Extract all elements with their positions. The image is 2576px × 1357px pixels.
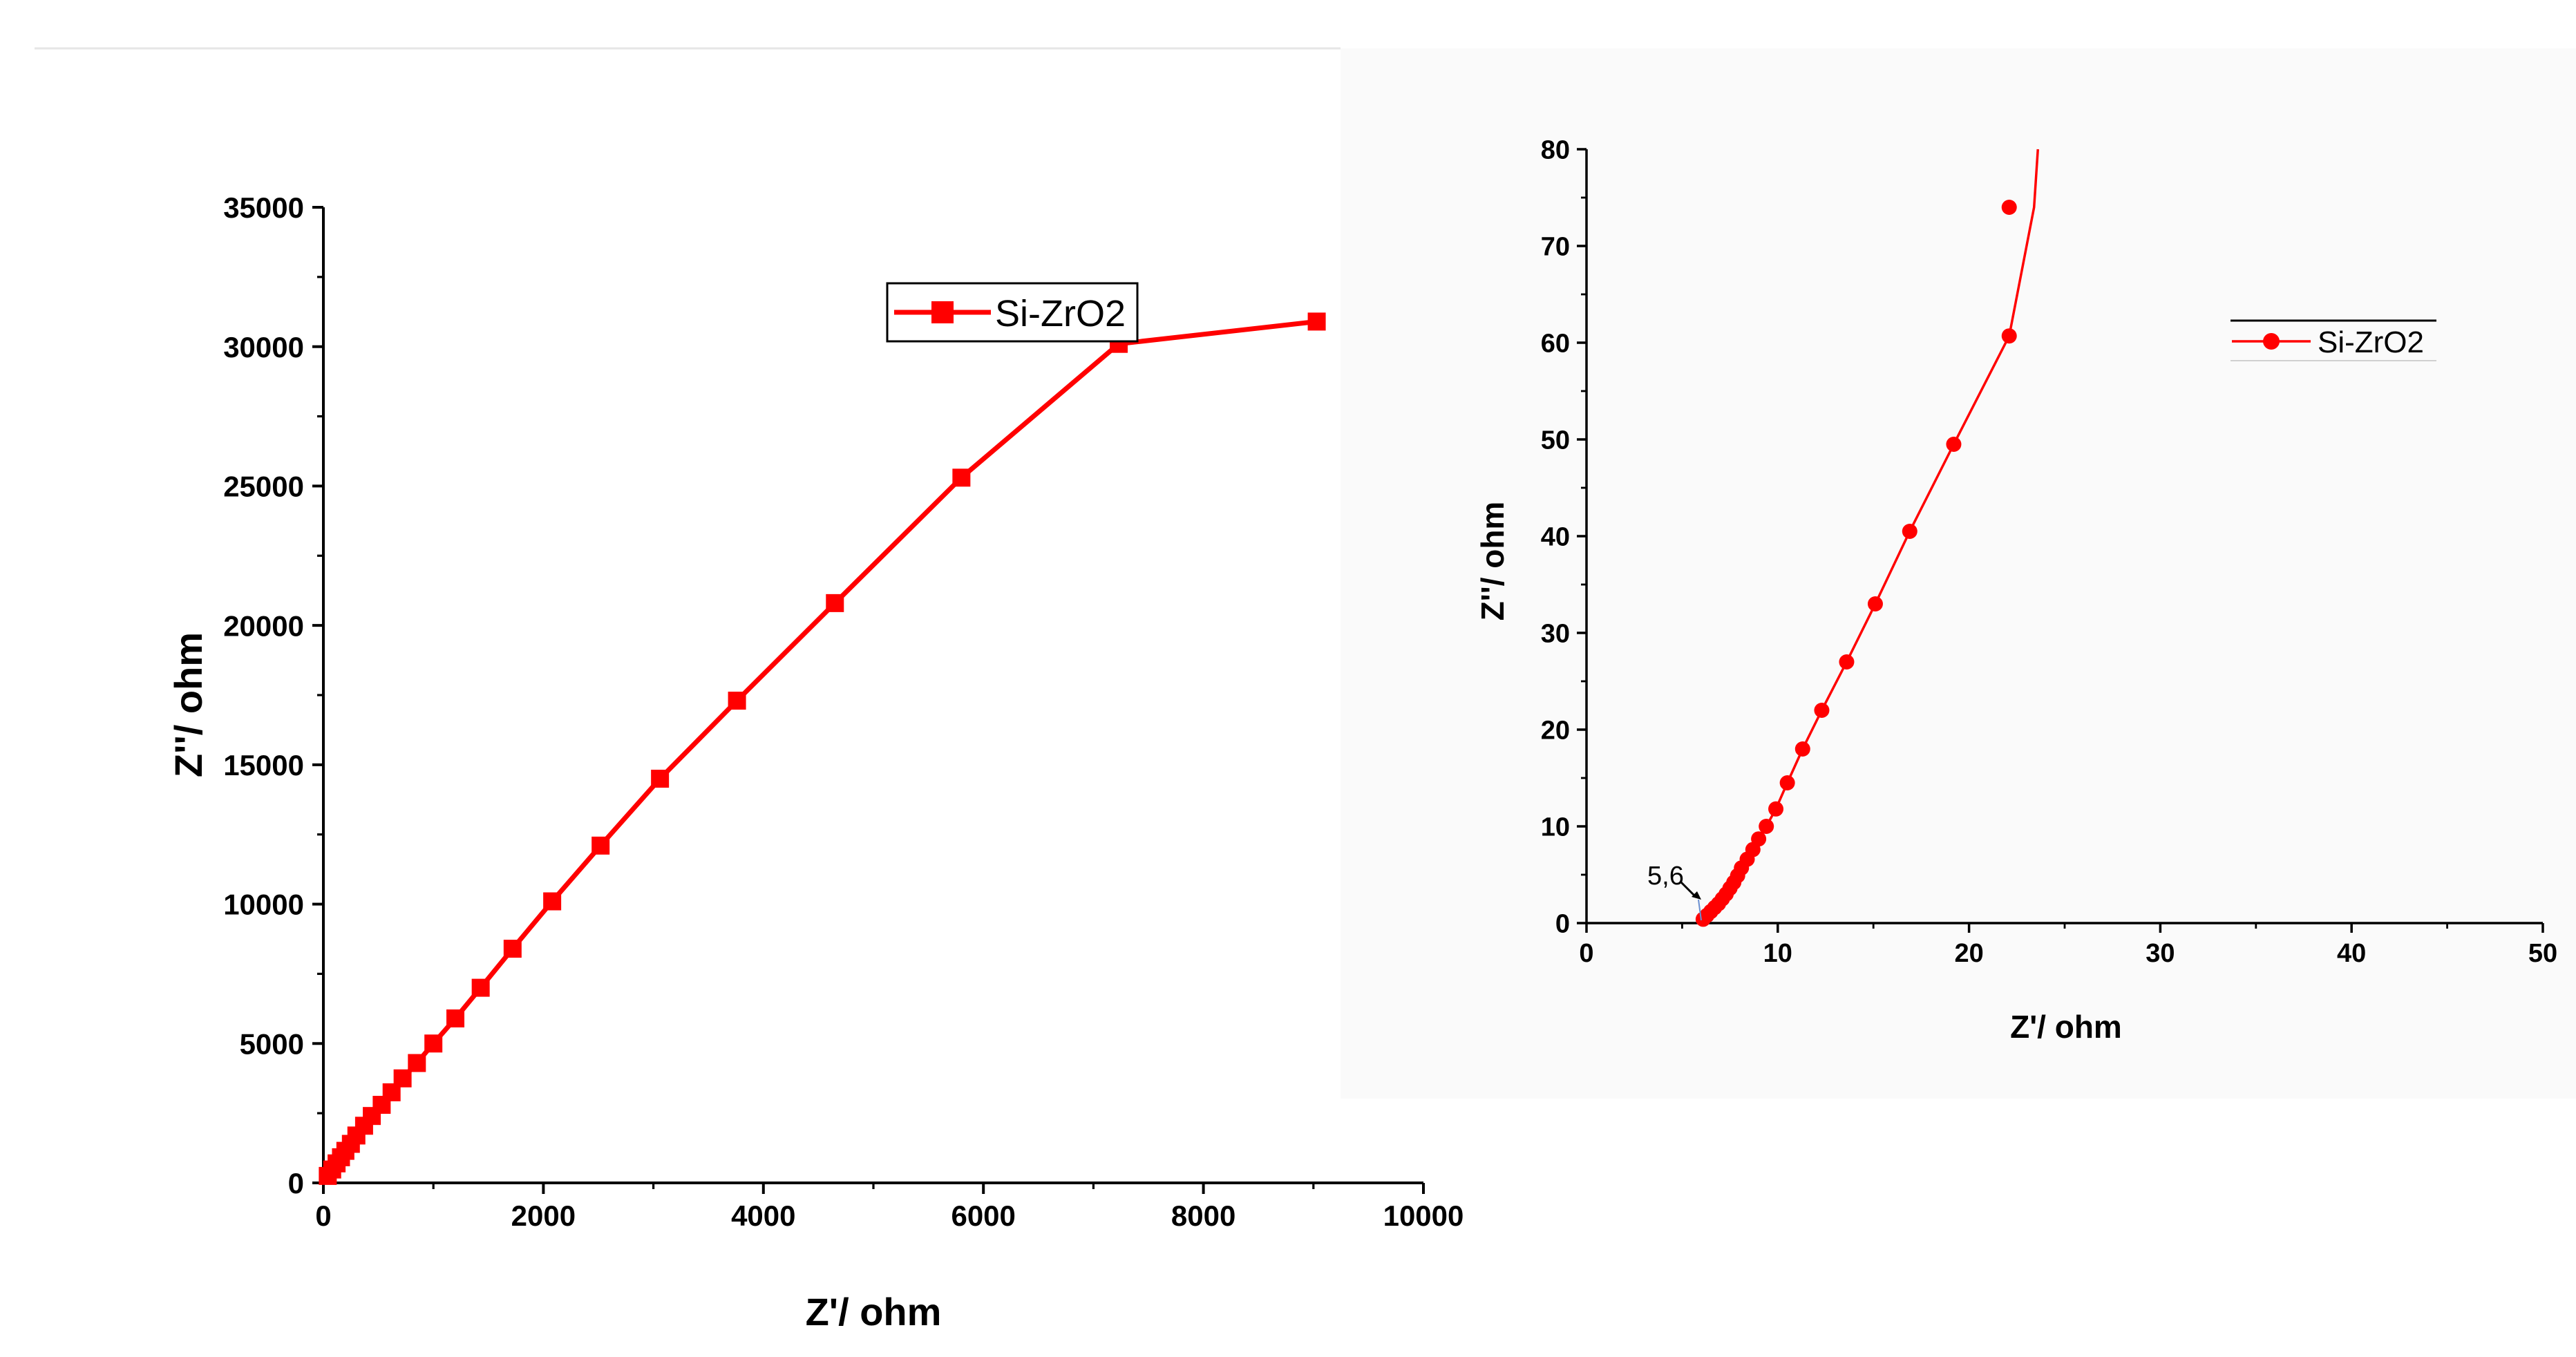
data-point bbox=[591, 836, 610, 855]
x-tick-label: 40 bbox=[2337, 939, 2366, 968]
chart-right-annotation: 5,6 bbox=[1647, 862, 1702, 921]
y-tick-label: 5000 bbox=[240, 1027, 304, 1060]
data-point bbox=[424, 1034, 443, 1053]
x-tick-label: 20 bbox=[1954, 939, 1983, 968]
data-point bbox=[446, 1009, 465, 1027]
x-tick-label: 10000 bbox=[1383, 1199, 1464, 1232]
y-tick-label: 50 bbox=[1541, 426, 1570, 455]
x-tick-label: 8000 bbox=[1171, 1199, 1235, 1232]
data-point bbox=[1307, 312, 1326, 331]
data-point bbox=[952, 468, 971, 487]
data-point bbox=[1814, 703, 1830, 718]
data-point bbox=[651, 770, 670, 788]
y-tick-label: 25000 bbox=[223, 471, 304, 503]
y-tick-label: 10 bbox=[1541, 813, 1570, 842]
data-point bbox=[393, 1069, 412, 1088]
data-point bbox=[826, 594, 844, 612]
chart-right-legend: Si-ZrO2 bbox=[2231, 319, 2436, 361]
data-point bbox=[1946, 437, 1962, 452]
x-tick-label: 2000 bbox=[511, 1199, 576, 1232]
chart-left-series-line bbox=[325, 319, 1317, 1177]
x-tick-label: 6000 bbox=[951, 1199, 1015, 1232]
y-tick-label: 30000 bbox=[223, 331, 304, 363]
x-tick-label: 30 bbox=[2146, 939, 2175, 968]
x-tick-label: 4000 bbox=[731, 1199, 795, 1232]
data-point bbox=[2001, 328, 2017, 344]
data-point bbox=[1779, 775, 1795, 790]
chart-left-axes bbox=[322, 207, 1423, 1184]
y-tick-label: 40 bbox=[1541, 523, 1570, 552]
chart-right-legend-label: Si-ZrO2 bbox=[2318, 325, 2424, 359]
chart-left-legend-label: Si-ZrO2 bbox=[995, 293, 1126, 334]
y-tick-label: 10000 bbox=[223, 889, 304, 921]
chart-left-y-ticks: 0 5000 10000 15000 20000 25000 30000 35000 bbox=[223, 191, 323, 1199]
chart-right-annotation-arrow bbox=[1679, 880, 1697, 898]
y-tick-label: 60 bbox=[1541, 330, 1570, 359]
data-point bbox=[728, 692, 746, 710]
data-point bbox=[1902, 524, 1917, 539]
chart-left-x-axis-title: Z'/ ohm bbox=[806, 1290, 942, 1334]
chart-right-y-axis-title: Z''/ ohm bbox=[1475, 502, 1510, 621]
chart-right-x-axis-title: Z'/ ohm bbox=[2010, 1009, 2122, 1045]
chart-right-legend-marker bbox=[2263, 333, 2280, 350]
data-point bbox=[1768, 801, 1784, 817]
y-tick-label: 80 bbox=[1541, 136, 1570, 165]
data-point bbox=[543, 892, 562, 911]
chart-right-annotation-arrowhead bbox=[1692, 891, 1701, 900]
data-point bbox=[471, 978, 490, 997]
data-point bbox=[503, 940, 522, 958]
data-point bbox=[1759, 819, 1774, 834]
y-tick-label: 0 bbox=[1555, 910, 1570, 939]
data-point bbox=[408, 1054, 426, 1072]
x-tick-label: 0 bbox=[315, 1199, 331, 1232]
y-tick-label: 30 bbox=[1541, 620, 1570, 649]
chart-right-x-ticks: 0 10 20 30 40 50 bbox=[1579, 923, 2557, 968]
data-point bbox=[1867, 596, 1883, 611]
y-tick-label: 20 bbox=[1541, 717, 1570, 746]
chart-right-annotation-label: 5,6 bbox=[1647, 862, 1684, 891]
y-tick-label: 20000 bbox=[223, 609, 304, 642]
chart-left-y-axis-title: Z''/ ohm bbox=[167, 632, 210, 777]
y-tick-label: 70 bbox=[1541, 233, 1570, 262]
y-tick-label: 35000 bbox=[223, 191, 304, 224]
chart-left: 0 5000 10000 15000 20000 25000 30000 35000 0 200… bbox=[167, 191, 1464, 1334]
chart-left-legend-marker bbox=[931, 301, 954, 323]
chart-left-x-ticks: 0 2000 4000 6000 8000 10000 bbox=[315, 1183, 1464, 1232]
chart-right-annotation-guide bbox=[1698, 899, 1702, 921]
chart-right: 0 10 20 30 40 50 60 70 80 0 10 20 30 40 50 Z'/ ohm Z'… bbox=[1475, 136, 2557, 1045]
data-point bbox=[1794, 741, 1810, 757]
data-point bbox=[1751, 831, 1767, 847]
data-point bbox=[1839, 654, 1855, 670]
x-tick-label: 10 bbox=[1763, 939, 1792, 968]
x-tick-label: 0 bbox=[1579, 939, 1593, 968]
data-point bbox=[2001, 200, 2017, 215]
y-tick-label: 0 bbox=[288, 1167, 304, 1199]
chart-right-series-markers bbox=[1695, 200, 2017, 927]
chart-left-legend: Si-ZrO2 bbox=[886, 282, 1139, 343]
y-tick-label: 15000 bbox=[223, 749, 304, 781]
chart-right-y-ticks: 0 10 20 30 40 50 60 70 80 bbox=[1541, 136, 1587, 939]
chart-left-series-markers bbox=[319, 312, 1326, 1185]
x-tick-label: 50 bbox=[2528, 939, 2557, 968]
